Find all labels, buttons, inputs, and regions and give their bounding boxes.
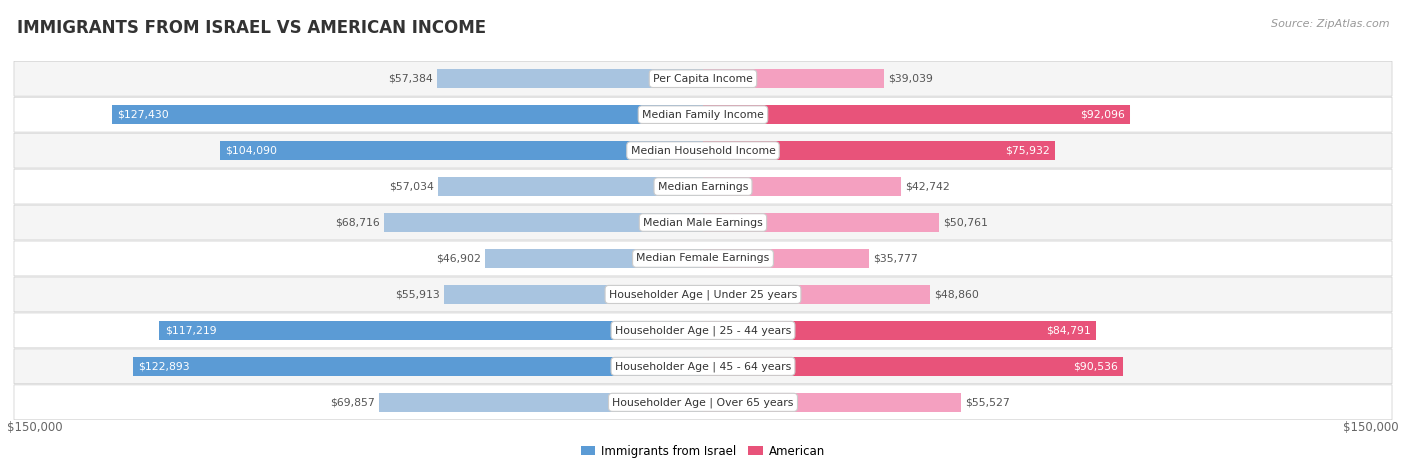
Text: $69,857: $69,857 bbox=[330, 397, 375, 407]
Text: $42,742: $42,742 bbox=[905, 182, 950, 191]
Text: $55,527: $55,527 bbox=[965, 397, 1010, 407]
Bar bbox=[437, 69, 703, 88]
Text: Householder Age | 25 - 44 years: Householder Age | 25 - 44 years bbox=[614, 325, 792, 336]
Bar bbox=[378, 393, 703, 412]
Bar bbox=[703, 177, 901, 196]
Text: $92,096: $92,096 bbox=[1080, 110, 1125, 120]
FancyBboxPatch shape bbox=[14, 97, 1392, 132]
Text: Median Female Earnings: Median Female Earnings bbox=[637, 254, 769, 263]
Text: $150,000: $150,000 bbox=[7, 421, 63, 434]
Text: $50,761: $50,761 bbox=[942, 218, 987, 227]
Text: Householder Age | Under 25 years: Householder Age | Under 25 years bbox=[609, 289, 797, 300]
FancyBboxPatch shape bbox=[14, 277, 1392, 312]
Text: Median Household Income: Median Household Income bbox=[630, 146, 776, 156]
Text: Source: ZipAtlas.com: Source: ZipAtlas.com bbox=[1271, 19, 1389, 28]
Text: Householder Age | 45 - 64 years: Householder Age | 45 - 64 years bbox=[614, 361, 792, 372]
Text: Median Earnings: Median Earnings bbox=[658, 182, 748, 191]
Text: Median Family Income: Median Family Income bbox=[643, 110, 763, 120]
Text: $35,777: $35,777 bbox=[873, 254, 918, 263]
Bar bbox=[703, 393, 960, 412]
Bar bbox=[703, 69, 884, 88]
Bar bbox=[703, 105, 1130, 124]
Text: $57,384: $57,384 bbox=[388, 74, 433, 84]
Bar bbox=[703, 213, 939, 232]
Bar bbox=[384, 213, 703, 232]
Text: $55,913: $55,913 bbox=[395, 290, 440, 299]
Bar bbox=[703, 141, 1056, 160]
Text: $90,536: $90,536 bbox=[1073, 361, 1118, 371]
FancyBboxPatch shape bbox=[14, 241, 1392, 276]
Text: Median Male Earnings: Median Male Earnings bbox=[643, 218, 763, 227]
Text: $117,219: $117,219 bbox=[165, 325, 217, 335]
FancyBboxPatch shape bbox=[14, 205, 1392, 240]
Bar bbox=[703, 285, 929, 304]
Text: $122,893: $122,893 bbox=[138, 361, 190, 371]
Legend: Immigrants from Israel, American: Immigrants from Israel, American bbox=[581, 445, 825, 458]
Bar bbox=[485, 249, 703, 268]
Text: IMMIGRANTS FROM ISRAEL VS AMERICAN INCOME: IMMIGRANTS FROM ISRAEL VS AMERICAN INCOM… bbox=[17, 19, 486, 37]
FancyBboxPatch shape bbox=[14, 313, 1392, 348]
FancyBboxPatch shape bbox=[14, 133, 1392, 168]
Text: $68,716: $68,716 bbox=[335, 218, 380, 227]
Text: Per Capita Income: Per Capita Income bbox=[652, 74, 754, 84]
Text: $75,932: $75,932 bbox=[1005, 146, 1050, 156]
Text: $48,860: $48,860 bbox=[934, 290, 979, 299]
Text: $127,430: $127,430 bbox=[117, 110, 169, 120]
Text: $39,039: $39,039 bbox=[889, 74, 934, 84]
FancyBboxPatch shape bbox=[14, 61, 1392, 96]
Bar bbox=[132, 357, 703, 376]
Bar bbox=[439, 177, 703, 196]
Bar bbox=[221, 141, 703, 160]
Bar bbox=[111, 105, 703, 124]
Bar bbox=[703, 321, 1097, 340]
Bar bbox=[443, 285, 703, 304]
Text: Householder Age | Over 65 years: Householder Age | Over 65 years bbox=[612, 397, 794, 408]
Bar bbox=[703, 249, 869, 268]
Text: $46,902: $46,902 bbox=[436, 254, 481, 263]
Bar bbox=[159, 321, 703, 340]
Text: $104,090: $104,090 bbox=[225, 146, 277, 156]
Text: $150,000: $150,000 bbox=[1343, 421, 1399, 434]
Text: $57,034: $57,034 bbox=[389, 182, 434, 191]
Bar bbox=[703, 357, 1123, 376]
FancyBboxPatch shape bbox=[14, 385, 1392, 420]
Text: $84,791: $84,791 bbox=[1046, 325, 1091, 335]
FancyBboxPatch shape bbox=[14, 349, 1392, 384]
FancyBboxPatch shape bbox=[14, 169, 1392, 204]
